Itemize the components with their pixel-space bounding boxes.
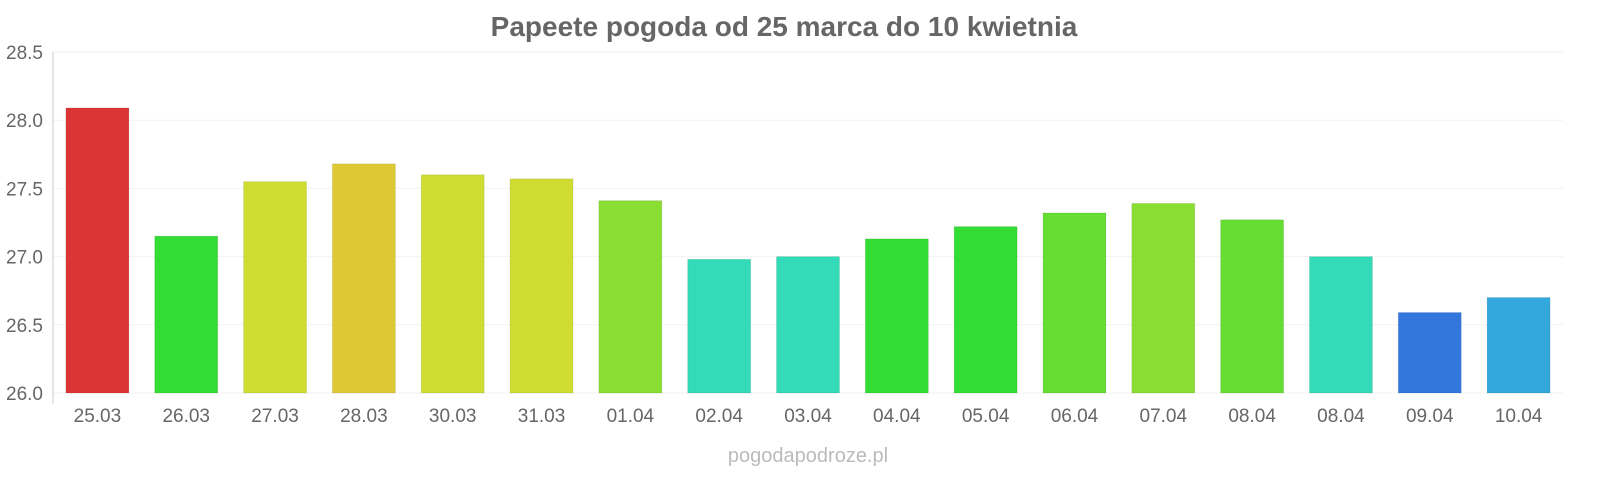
- x-tick-label: 28.03: [340, 406, 388, 427]
- bar[interactable]: [154, 235, 219, 394]
- y-tick-label: 27.0: [6, 248, 43, 269]
- bar[interactable]: [65, 107, 130, 394]
- bar[interactable]: [1131, 202, 1196, 394]
- x-tick-label: 02.04: [695, 406, 743, 427]
- bar[interactable]: [331, 163, 396, 394]
- x-tick-label: 05.04: [962, 406, 1010, 427]
- chart-title: Papeete pogoda od 25 marca do 10 kwietni…: [491, 11, 1078, 42]
- x-tick-label: 09.04: [1406, 406, 1454, 427]
- x-tick-label: 06.04: [1051, 406, 1099, 427]
- x-tick-label: 04.04: [873, 406, 921, 427]
- x-tick-label: 25.03: [74, 406, 122, 427]
- y-tick-label: 26.5: [6, 316, 43, 337]
- x-tick-label: 27.03: [251, 406, 299, 427]
- bar[interactable]: [420, 174, 485, 394]
- x-tick-label: 07.04: [1140, 406, 1188, 427]
- x-tick-label: 10.04: [1495, 406, 1543, 427]
- bar[interactable]: [864, 238, 929, 394]
- watermark: pogodapodroze.pl: [728, 445, 888, 467]
- x-tick-label: 08.04: [1228, 406, 1276, 427]
- y-tick-label: 28.0: [6, 111, 43, 132]
- x-tick-label: 08.04: [1317, 406, 1365, 427]
- y-axis-ticks: 26.0 26.5 27.0 27.5 28.0 28.5: [6, 43, 43, 405]
- bar[interactable]: [1308, 256, 1373, 394]
- bars: [65, 107, 1551, 394]
- x-tick-label: 01.04: [607, 406, 655, 427]
- x-axis-ticks: 25.03 26.03 27.03 28.03 30.03 31.03 01.04 02.04…: [74, 406, 1543, 427]
- bar[interactable]: [953, 226, 1018, 394]
- x-tick-label: 03.04: [784, 406, 832, 427]
- bar[interactable]: [1042, 212, 1107, 394]
- bar[interactable]: [687, 258, 752, 394]
- bar[interactable]: [598, 200, 663, 394]
- bar[interactable]: [243, 181, 308, 394]
- bar[interactable]: [509, 178, 574, 394]
- y-tick-label: 27.5: [6, 179, 43, 200]
- x-tick-label: 26.03: [162, 406, 210, 427]
- bar[interactable]: [1397, 312, 1462, 394]
- bar[interactable]: [1220, 219, 1285, 394]
- x-tick-label: 31.03: [518, 406, 566, 427]
- bar[interactable]: [1486, 297, 1551, 394]
- y-tick-label: 28.5: [6, 43, 43, 64]
- x-tick-label: 30.03: [429, 406, 477, 427]
- bar[interactable]: [776, 256, 840, 394]
- y-tick-label: 26.0: [6, 384, 43, 405]
